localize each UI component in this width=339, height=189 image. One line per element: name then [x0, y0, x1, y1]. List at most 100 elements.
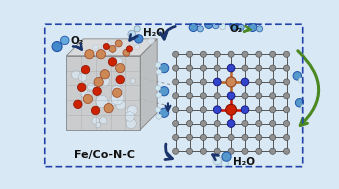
Circle shape	[109, 45, 116, 52]
Circle shape	[126, 46, 133, 52]
Circle shape	[293, 72, 302, 80]
Text: H₂O: H₂O	[143, 28, 165, 38]
Circle shape	[125, 112, 135, 121]
Circle shape	[91, 106, 100, 115]
Circle shape	[72, 70, 80, 79]
Circle shape	[103, 43, 109, 50]
Circle shape	[156, 114, 161, 119]
Circle shape	[283, 79, 290, 85]
Circle shape	[213, 23, 219, 29]
Circle shape	[228, 51, 234, 57]
Circle shape	[248, 23, 257, 32]
Circle shape	[200, 65, 206, 71]
Circle shape	[116, 64, 125, 73]
Circle shape	[238, 24, 244, 30]
Circle shape	[283, 148, 290, 154]
Circle shape	[96, 50, 105, 59]
Polygon shape	[66, 39, 157, 56]
Circle shape	[213, 156, 221, 165]
Circle shape	[155, 85, 161, 91]
Circle shape	[200, 120, 206, 127]
Circle shape	[173, 120, 179, 127]
Circle shape	[173, 51, 179, 57]
Circle shape	[214, 93, 220, 99]
Circle shape	[113, 88, 122, 97]
Circle shape	[116, 100, 126, 110]
Circle shape	[101, 45, 108, 51]
Circle shape	[283, 120, 290, 127]
Circle shape	[108, 50, 113, 55]
Circle shape	[104, 104, 113, 113]
Text: O₂: O₂	[70, 36, 83, 46]
Circle shape	[270, 65, 276, 71]
Circle shape	[242, 51, 248, 57]
Circle shape	[159, 64, 169, 73]
Circle shape	[80, 89, 88, 97]
Circle shape	[270, 51, 276, 57]
Circle shape	[227, 120, 235, 127]
Circle shape	[113, 57, 122, 67]
Circle shape	[134, 26, 140, 32]
Circle shape	[85, 92, 93, 100]
Circle shape	[156, 69, 161, 75]
Text: Fe/Co-N-C: Fe/Co-N-C	[74, 150, 135, 160]
Circle shape	[200, 107, 206, 113]
Circle shape	[214, 148, 220, 154]
Circle shape	[108, 58, 117, 66]
Circle shape	[135, 35, 143, 43]
Circle shape	[228, 148, 234, 154]
Polygon shape	[66, 56, 140, 130]
Circle shape	[173, 134, 179, 140]
Circle shape	[173, 93, 179, 99]
Circle shape	[186, 134, 193, 140]
Circle shape	[241, 106, 249, 114]
Circle shape	[283, 51, 290, 57]
Circle shape	[222, 152, 231, 161]
Circle shape	[115, 77, 124, 86]
Circle shape	[213, 106, 221, 114]
Circle shape	[200, 134, 206, 140]
Circle shape	[61, 36, 69, 45]
Circle shape	[256, 51, 262, 57]
Circle shape	[256, 148, 262, 154]
Text: H₂O: H₂O	[233, 157, 255, 167]
Circle shape	[214, 120, 220, 127]
Circle shape	[186, 51, 193, 57]
Circle shape	[227, 92, 235, 100]
Circle shape	[93, 87, 101, 95]
Circle shape	[125, 107, 134, 116]
Circle shape	[256, 65, 262, 71]
Circle shape	[94, 77, 103, 87]
Circle shape	[159, 87, 169, 96]
Circle shape	[242, 93, 248, 99]
Circle shape	[283, 134, 290, 140]
Circle shape	[226, 104, 237, 115]
Circle shape	[242, 148, 248, 154]
Circle shape	[95, 122, 101, 128]
Text: O₂: O₂	[230, 24, 243, 34]
Circle shape	[242, 134, 248, 140]
Circle shape	[214, 51, 220, 57]
Circle shape	[301, 105, 306, 110]
Circle shape	[156, 92, 161, 98]
Circle shape	[186, 79, 193, 85]
Circle shape	[130, 78, 135, 84]
Circle shape	[186, 148, 193, 154]
Circle shape	[116, 75, 124, 84]
Circle shape	[111, 92, 124, 105]
Circle shape	[256, 107, 262, 113]
Circle shape	[126, 118, 136, 129]
Circle shape	[283, 107, 290, 113]
Circle shape	[228, 134, 234, 140]
Circle shape	[283, 93, 290, 99]
Circle shape	[128, 30, 136, 38]
Circle shape	[200, 51, 206, 57]
Circle shape	[83, 94, 93, 104]
Polygon shape	[140, 39, 157, 130]
Circle shape	[109, 97, 118, 106]
Circle shape	[186, 107, 193, 113]
Circle shape	[200, 148, 206, 154]
Circle shape	[100, 117, 107, 124]
Circle shape	[220, 23, 226, 30]
Circle shape	[270, 134, 276, 140]
